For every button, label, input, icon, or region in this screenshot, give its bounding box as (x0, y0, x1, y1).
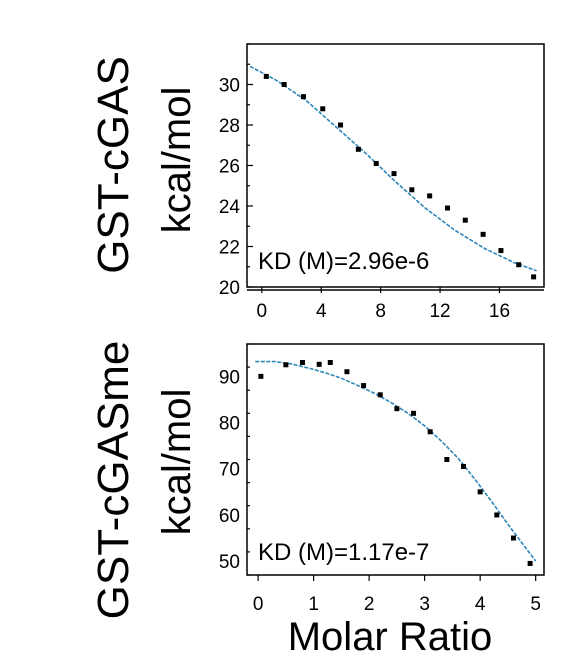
data-point (516, 262, 522, 268)
chart-panel-gst-cgasme: GST-cGASme kcal/mol 50 60 70 80 90 0 1 2 3 4 5 KD… (89, 341, 545, 620)
y-tick-label: 30 (219, 76, 240, 97)
fit-curve (255, 360, 537, 562)
fit-curve (249, 65, 537, 272)
fit-line (255, 360, 537, 562)
data-point (531, 274, 537, 280)
data-point (320, 106, 326, 112)
data-point (411, 410, 417, 416)
data-point (300, 359, 306, 365)
data-point (461, 463, 467, 469)
x-tick-label: 5 (530, 594, 541, 615)
data-point (409, 187, 415, 193)
y-axis-label: kcal/mol (155, 389, 199, 536)
data-point (355, 146, 361, 152)
x-tick-label: 16 (489, 301, 510, 322)
kd-annotation: KD (M)=2.96e-6 (258, 248, 429, 275)
data-point (377, 392, 383, 398)
y-tick-label: 22 (219, 238, 240, 259)
data-point (444, 457, 450, 462)
data-point (462, 217, 468, 223)
chart-panel-gst-cgas: GST-cGAS kcal/mol 20 22 24 26 28 30 0 4 8 12 16 K… (89, 43, 545, 322)
data-point (391, 171, 397, 177)
data-point (494, 512, 500, 518)
data-point (338, 122, 344, 128)
data-point (498, 248, 504, 254)
row-label: GST-cGASme (89, 341, 138, 620)
data-point (480, 231, 486, 237)
data-point (427, 193, 433, 199)
x-axis-ticks: 0 1 2 3 4 5 (253, 575, 541, 615)
data-point (327, 359, 333, 365)
data-point (373, 160, 379, 166)
x-axis-label: Molar Ratio (288, 615, 493, 659)
x-tick-label: 1 (308, 594, 319, 615)
data-point (444, 205, 450, 211)
data-point (394, 406, 400, 412)
y-tick-label: 20 (219, 278, 240, 299)
y-tick-label: 28 (219, 116, 240, 137)
x-tick-label: 8 (375, 301, 386, 322)
data-point (344, 369, 350, 375)
data-points (263, 73, 537, 280)
y-tick-label: 70 (219, 460, 240, 481)
x-tick-label: 0 (253, 594, 264, 615)
x-tick-label: 4 (316, 301, 327, 322)
kd-annotation: KD (M)=1.17e-7 (258, 539, 429, 566)
data-point (477, 489, 483, 495)
data-point (263, 73, 269, 79)
y-tick-label: 90 (219, 367, 240, 388)
y-axis-label: kcal/mol (155, 87, 199, 234)
y-tick-label: 24 (219, 197, 241, 218)
data-point (527, 560, 533, 566)
x-tick-label: 12 (429, 301, 450, 322)
data-point (258, 373, 264, 379)
y-tick-label: 26 (219, 157, 240, 178)
data-point (300, 94, 306, 100)
x-tick-label: 3 (419, 594, 430, 615)
data-point (316, 361, 322, 367)
y-axis-ticks: 50 60 70 80 90 (219, 343, 250, 576)
data-point (427, 429, 433, 435)
row-label: GST-cGAS (89, 56, 138, 274)
y-tick-label: 80 (219, 414, 240, 435)
x-tick-label: 0 (257, 301, 268, 322)
x-axis-ticks: 0 4 8 12 16 (257, 287, 510, 322)
data-point (361, 383, 367, 389)
data-points (258, 359, 533, 566)
y-axis-ticks: 20 22 24 26 28 30 (219, 43, 253, 299)
data-point (283, 362, 289, 368)
data-point (281, 82, 287, 87)
fit-line (249, 65, 537, 272)
data-point (510, 535, 516, 541)
y-tick-label: 60 (219, 506, 240, 527)
x-tick-label: 4 (475, 594, 486, 615)
y-tick-label: 50 (219, 552, 240, 573)
x-tick-label: 2 (364, 594, 375, 615)
